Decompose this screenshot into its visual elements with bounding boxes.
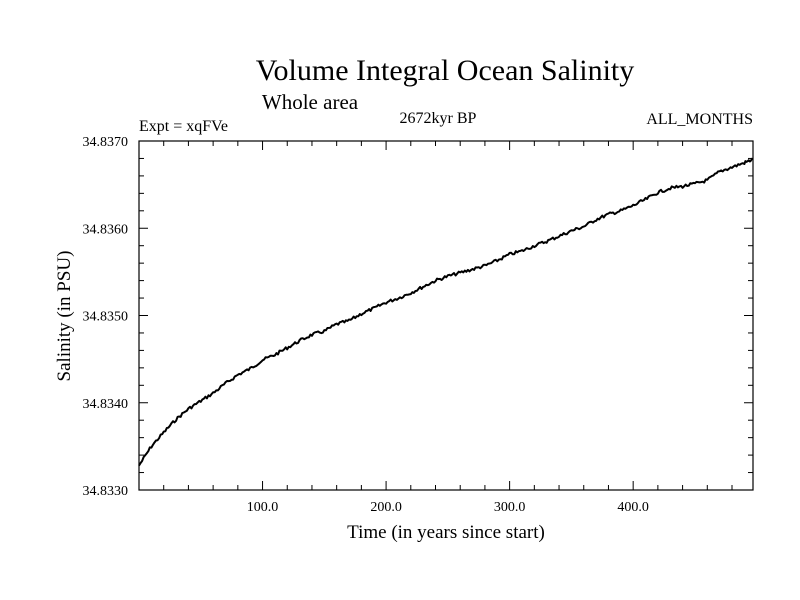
y-tick-label: 34.8340	[83, 397, 129, 412]
months-label: ALL_MONTHS	[646, 111, 753, 128]
y-axis-label: Salinity (in PSU)	[54, 251, 75, 382]
x-tick-label: 400.0	[617, 500, 649, 515]
y-tick-label: 34.8330	[83, 484, 129, 499]
period-label: 2672kyr BP	[400, 110, 477, 127]
salinity-series-line	[138, 157, 754, 467]
x-tick-labels: 100.0 200.0 300.0 400.0	[247, 500, 649, 515]
tick-marks	[139, 141, 753, 490]
x-tick-label: 100.0	[247, 500, 279, 515]
y-tick-label: 34.8370	[83, 135, 129, 150]
y-tick-label: 34.8360	[83, 222, 129, 237]
chart-subtitle: Whole area	[262, 90, 359, 114]
x-axis-label: Time (in years since start)	[347, 522, 545, 543]
x-tick-label: 200.0	[370, 500, 402, 515]
y-tick-label: 34.8350	[83, 310, 129, 325]
experiment-label: Expt = xqFVe	[139, 118, 228, 135]
x-tick-label: 300.0	[494, 500, 526, 515]
chart-title: Volume Integral Ocean Salinity	[256, 54, 635, 87]
plot-frame	[138, 140, 754, 491]
y-tick-labels: 34.8330 34.8340 34.8350 34.8360 34.8370	[83, 135, 129, 499]
